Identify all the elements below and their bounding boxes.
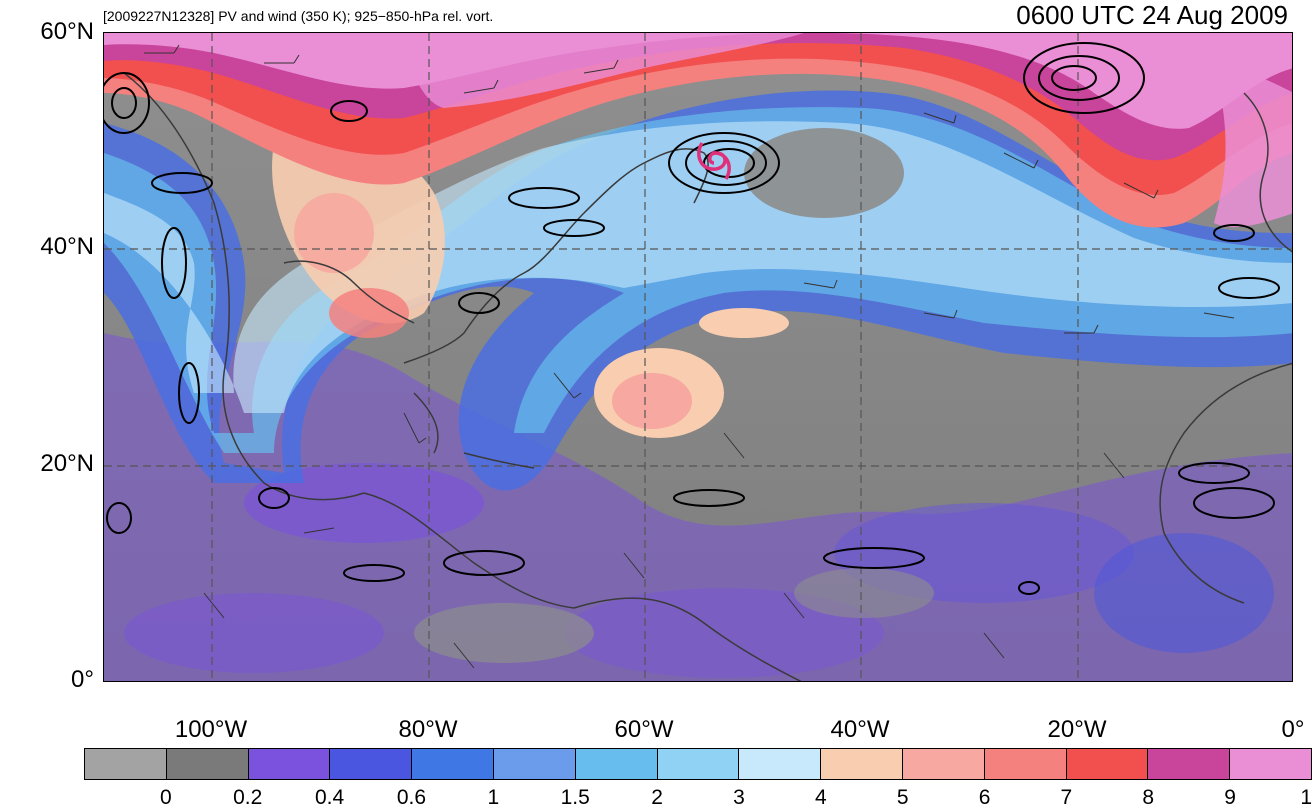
colorbar-tick-label: 8 — [1142, 786, 1155, 809]
tropical-pv-patches — [104, 333, 1292, 681]
colorbar-tick-label: 1 — [487, 786, 500, 809]
colorbar-box-5 — [493, 749, 576, 779]
colorbar-box-1 — [166, 749, 249, 779]
colorbar-box-2 — [248, 749, 331, 779]
jet-stream-pv-band — [104, 33, 1292, 228]
colorbar-tick-label: 3 — [733, 786, 745, 809]
colorbar-box-3 — [330, 749, 413, 779]
colorbar-tick-label: 0.2 — [233, 786, 263, 809]
lon-label-60w: 60°W — [614, 716, 674, 743]
lon-label-100w: 100°W — [174, 716, 248, 743]
colorbar-tick-label: 0.4 — [314, 786, 345, 809]
lat-label-60n: 60°N — [40, 18, 94, 45]
valid-time-label: 0600 UTC 24 Aug 2009 — [1016, 0, 1288, 30]
vorticity-contours — [104, 42, 1280, 595]
lon-label-40w: 40°W — [830, 716, 890, 743]
colorbar-box-6 — [575, 749, 658, 779]
colorbar-tick-label: 1.5 — [560, 786, 590, 809]
coastlines — [123, 72, 1292, 681]
lon-label-0: 0° — [1281, 716, 1305, 743]
colorbar-box-10 — [902, 749, 985, 779]
colorbar-tick-label: 6 — [978, 786, 991, 809]
colorbar-box-12 — [1066, 749, 1149, 779]
colorbar-tick-label: 4 — [814, 786, 827, 809]
lon-label-20w: 20°W — [1047, 716, 1107, 743]
map-panel — [103, 32, 1293, 682]
colorbar-tick-label: 0.6 — [396, 786, 427, 809]
colorbar-tick-label: 10 — [1300, 786, 1312, 809]
pv-wind-map — [104, 33, 1292, 681]
pv-colorbar — [84, 748, 1312, 780]
colorbar-tick-label: 9 — [1224, 786, 1236, 809]
graticule — [104, 33, 1292, 681]
lon-label-80w: 80°W — [398, 716, 458, 743]
colorbar-box-14 — [1230, 749, 1311, 779]
colorbar-box-4 — [412, 749, 494, 779]
lat-label-0: 0° — [71, 666, 94, 693]
tropical-cyclone-symbol — [697, 142, 731, 180]
lat-label-20n: 20°N — [40, 450, 94, 477]
cyclone-low-pv-spot — [744, 128, 904, 218]
colorbar-box-11 — [984, 749, 1067, 779]
colorbar-box-7 — [657, 749, 740, 779]
lat-label-40n: 40°N — [40, 233, 94, 260]
subtropical-high-pv-patch — [594, 308, 789, 438]
colorbar-box-13 — [1148, 749, 1231, 779]
colorbar-box-0 — [85, 749, 167, 779]
colorbar-tick-label: 7 — [1060, 786, 1073, 809]
colorbar-box-8 — [739, 749, 822, 779]
colorbar-tick-label: 2 — [651, 786, 663, 809]
colorbar-tick-label: 5 — [896, 786, 909, 809]
map-subtitle: [2009227N12328] PV and wind (350 K); 925… — [103, 8, 494, 24]
wind-barbs — [144, 44, 1235, 669]
midlatitude-pv-band — [104, 90, 1292, 491]
colorbar-tick-label: 0 — [160, 786, 172, 809]
colorbar-box-9 — [821, 749, 903, 779]
